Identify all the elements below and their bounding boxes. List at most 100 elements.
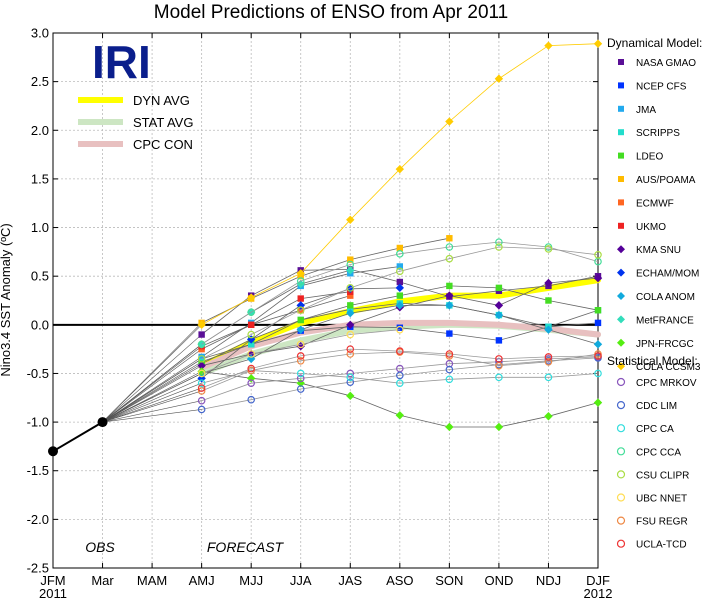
data-point <box>197 361 206 370</box>
fan-line <box>102 373 202 423</box>
data-point <box>247 395 255 404</box>
data-point <box>296 340 305 349</box>
series-line <box>201 329 400 374</box>
legend-marker <box>616 493 626 502</box>
legend-marker <box>616 424 626 433</box>
data-point <box>247 364 255 373</box>
data-point <box>296 357 305 365</box>
data-point <box>346 308 355 318</box>
data-point <box>296 269 305 278</box>
data-point <box>396 292 404 299</box>
x-tick-label: ASO <box>386 573 413 588</box>
data-point <box>593 39 603 48</box>
average-line <box>198 319 601 371</box>
data-point <box>445 117 454 126</box>
legend-marker <box>617 292 625 300</box>
data-point <box>296 374 305 383</box>
x-tick-label: NDJ <box>536 573 561 588</box>
series-line <box>201 351 599 392</box>
observed-point <box>48 446 58 457</box>
data-point <box>197 396 206 405</box>
data-point <box>247 308 255 316</box>
data-point <box>395 411 405 420</box>
data-point <box>346 320 355 330</box>
legend-marker <box>618 176 624 182</box>
series-line <box>201 295 351 350</box>
data-point <box>396 267 404 276</box>
data-point <box>494 74 504 83</box>
data-point <box>446 330 453 337</box>
data-point <box>197 367 206 376</box>
fan-line <box>102 378 202 423</box>
data-point <box>544 41 553 50</box>
data-point <box>594 369 602 378</box>
legend-marker <box>618 59 624 65</box>
series-line <box>201 241 599 345</box>
observed-point <box>97 417 108 428</box>
data-point <box>445 365 454 374</box>
year-end-label: 2012 <box>584 586 613 601</box>
data-point <box>346 350 355 358</box>
legend-label: CPC CCA <box>636 447 681 458</box>
data-point <box>544 353 553 361</box>
data-point <box>346 345 355 353</box>
legend-label: SCRIPPS <box>636 128 680 139</box>
data-point <box>197 405 206 414</box>
data-point <box>594 250 602 259</box>
y-tick-label: 0.0 <box>31 317 49 332</box>
data-point <box>198 331 205 338</box>
data-point <box>445 291 454 300</box>
data-point <box>296 385 305 393</box>
data-point <box>247 350 255 358</box>
legend-label: JMA <box>636 105 656 116</box>
data-point <box>197 384 206 392</box>
data-point <box>495 337 503 344</box>
data-point <box>544 245 553 253</box>
x-tick-label: Mar <box>91 573 114 588</box>
fan-line <box>102 400 202 423</box>
data-point <box>445 375 454 384</box>
data-point <box>593 340 603 349</box>
x-tick-label: JFM <box>40 573 65 588</box>
data-point <box>395 301 405 310</box>
legend-label: ECHAM/MOM <box>636 269 699 280</box>
data-point <box>495 284 503 292</box>
data-point <box>495 373 503 382</box>
data-point <box>246 293 256 302</box>
fan-line <box>102 334 202 423</box>
statistical-legend-heading: Statistical Model: <box>607 354 698 368</box>
legend-marker <box>616 447 626 456</box>
x-tick-label: SON <box>435 573 463 588</box>
data-point <box>346 391 355 401</box>
legend-marker <box>616 401 626 410</box>
data-point <box>396 244 404 252</box>
data-point <box>396 250 404 258</box>
legend-marker <box>617 245 625 254</box>
legend-marker <box>618 199 624 206</box>
legend-marker <box>618 105 624 112</box>
legend-marker <box>618 82 624 89</box>
legend-label: JPN-FRCGC <box>636 339 694 350</box>
data-point <box>396 263 404 270</box>
legend-marker <box>616 470 626 479</box>
legend-label: NCEP CFS <box>636 81 687 92</box>
plot-area: 3.0 2.5 2.0 1.5 1.0 0.5 0.0 -0.5 -1.0 -1.5 -2.0 -2.… <box>27 26 610 589</box>
data-point <box>395 164 405 174</box>
data-point <box>296 369 305 378</box>
y-tick-label: -2.0 <box>27 512 49 527</box>
average-legend-label: DYN AVG <box>133 93 190 108</box>
legend-marker <box>618 222 624 229</box>
legend-marker <box>618 129 624 136</box>
fan-line <box>102 324 202 423</box>
legend: DYN AVG STAT AVG CPC CON Dynamical Model: NA… <box>78 36 702 551</box>
data-point <box>296 352 305 360</box>
legend-label: ECMWF <box>636 198 674 209</box>
fan-line <box>102 409 202 423</box>
series-line <box>201 246 599 360</box>
data-point <box>544 357 553 366</box>
y-tick-label: 1.0 <box>31 220 49 235</box>
data-point <box>347 292 354 299</box>
data-point <box>297 295 304 302</box>
